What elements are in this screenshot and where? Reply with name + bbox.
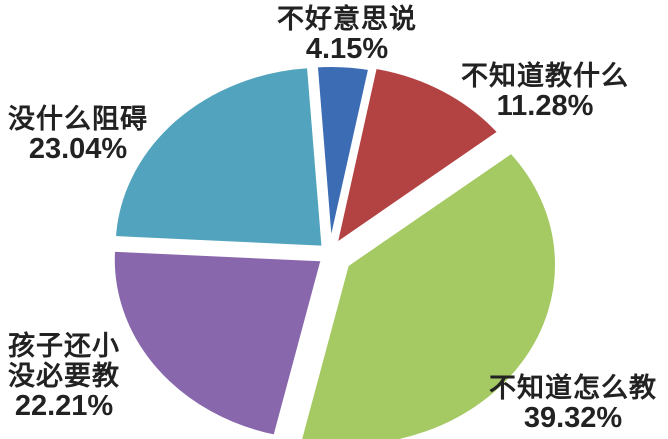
slice-label-percent: 4.15% (305, 33, 389, 65)
slice-label-text: 没必要教 (8, 361, 120, 391)
slice-label-text: 不知道教什么 (461, 61, 629, 91)
slice-label-buzhidaozenmejiao: 不知道怎么教 39.32% (489, 373, 657, 434)
slice-label-text: 没什么阻碍 (8, 104, 148, 134)
slice-label-percent: 23.04% (28, 133, 128, 165)
pie-slice-没什么阻碍 (111, 64, 326, 250)
slice-label-percent: 22.21% (14, 390, 114, 422)
slice-label-meishenmezuai: 没什么阻碍 23.04% (8, 104, 148, 165)
pie-slice-孩子还小没必要教 (110, 247, 325, 439)
slice-label-percent: 11.28% (496, 90, 594, 122)
slice-label-buzhidaojiaoshenme: 不知道教什么 11.28% (461, 61, 629, 122)
slice-label-percent: 39.32% (523, 402, 623, 434)
pie-slice-不好意思说 (313, 63, 373, 249)
pie-slice-不知道怎么教 (298, 149, 559, 439)
slice-label-text: 不好意思说 (277, 4, 417, 34)
slice-label-text: 孩子还小 (8, 331, 120, 361)
slice-label-buhaoyisishuo: 不好意思说 4.15% (277, 4, 417, 65)
slice-label-haizihaixiao: 孩子还小 没必要教 22.21% (8, 331, 120, 422)
pie-slice-不知道教什么 (333, 64, 502, 248)
slice-label-text: 不知道怎么教 (489, 373, 657, 403)
